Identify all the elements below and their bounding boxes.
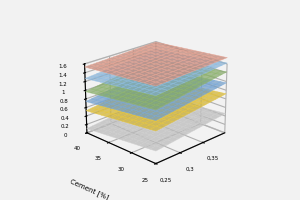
- Y-axis label: Cement [%]: Cement [%]: [69, 178, 109, 200]
